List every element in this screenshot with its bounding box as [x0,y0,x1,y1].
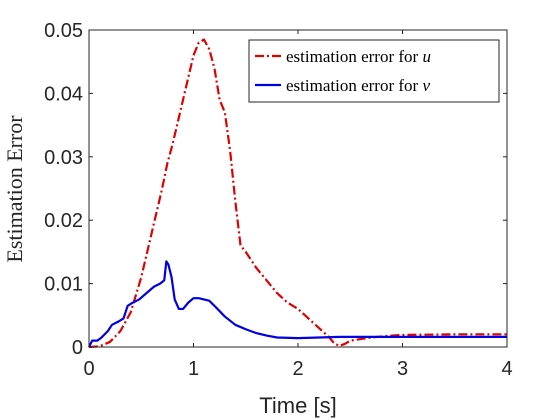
legend-entry-u: estimation error for u [286,47,431,66]
tick-labels: 0 1 2 3 4 0 0.01 0.02 0.03 0.04 0.05 [44,20,513,380]
x-tick-label: 1 [188,358,199,380]
y-tick-label: 0.04 [44,83,83,105]
y-tick-label: 0.02 [44,210,83,232]
y-axis-label: Estimation Error [2,115,27,263]
x-tick-label: 3 [397,358,408,380]
legend: estimation error for u estimation error … [248,39,500,103]
x-tick-label: 2 [292,358,303,380]
x-tick-label: 0 [83,358,94,380]
legend-entry-v: estimation error for v [286,76,430,95]
y-tick-label: 0.01 [44,274,83,296]
legend-box [248,39,500,103]
x-axis-label: Time [s] [259,393,336,418]
y-tick-label: 0.05 [44,20,83,42]
series-line-u [88,38,507,349]
axes [88,29,508,348]
y-tick-label: 0.03 [44,147,83,169]
x-tick-label: 4 [501,358,512,380]
series-line-v [88,260,507,348]
y-tick-label: 0 [72,337,83,359]
series-layer [88,38,507,349]
